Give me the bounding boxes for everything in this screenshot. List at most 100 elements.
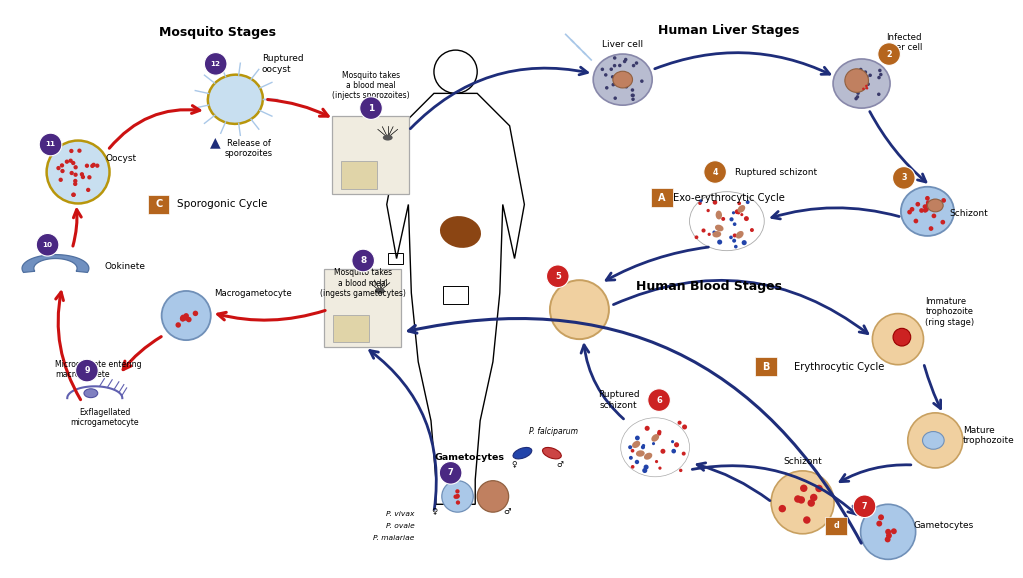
Circle shape bbox=[807, 499, 815, 507]
Circle shape bbox=[713, 200, 717, 205]
Ellipse shape bbox=[736, 231, 744, 239]
Ellipse shape bbox=[833, 59, 890, 108]
Circle shape bbox=[629, 456, 633, 460]
Circle shape bbox=[81, 175, 85, 179]
Circle shape bbox=[640, 79, 643, 83]
Circle shape bbox=[78, 149, 82, 153]
Circle shape bbox=[612, 83, 615, 87]
Circle shape bbox=[856, 87, 859, 90]
Circle shape bbox=[73, 179, 78, 183]
Circle shape bbox=[732, 239, 737, 243]
Circle shape bbox=[661, 449, 665, 454]
Circle shape bbox=[180, 316, 185, 321]
Circle shape bbox=[613, 56, 617, 60]
Circle shape bbox=[932, 213, 936, 218]
Circle shape bbox=[891, 528, 897, 534]
Text: 10: 10 bbox=[43, 242, 52, 248]
Circle shape bbox=[644, 426, 650, 431]
Ellipse shape bbox=[928, 199, 943, 212]
Circle shape bbox=[671, 440, 674, 443]
Circle shape bbox=[186, 317, 191, 323]
Text: Oocyst: Oocyst bbox=[105, 154, 137, 163]
Circle shape bbox=[735, 209, 740, 214]
Ellipse shape bbox=[613, 71, 632, 88]
Circle shape bbox=[845, 69, 869, 92]
Text: 2: 2 bbox=[886, 50, 892, 58]
Circle shape bbox=[442, 481, 474, 512]
Circle shape bbox=[859, 87, 863, 91]
Text: Ruptured
schizont: Ruptured schizont bbox=[597, 390, 639, 410]
Ellipse shape bbox=[636, 450, 644, 457]
Circle shape bbox=[623, 81, 626, 84]
Circle shape bbox=[630, 94, 634, 97]
Ellipse shape bbox=[542, 447, 562, 459]
Circle shape bbox=[909, 207, 915, 212]
Text: Schizont: Schizont bbox=[784, 457, 821, 465]
Circle shape bbox=[682, 424, 687, 429]
Text: 6: 6 bbox=[656, 395, 662, 405]
Text: Exflagellated
microgametocyte: Exflagellated microgametocyte bbox=[71, 408, 139, 428]
Circle shape bbox=[618, 64, 622, 67]
Text: Mature
trophozoite: Mature trophozoite bbox=[963, 426, 1015, 445]
Circle shape bbox=[865, 75, 869, 79]
Circle shape bbox=[610, 68, 613, 71]
Circle shape bbox=[750, 228, 754, 232]
Circle shape bbox=[746, 200, 750, 204]
Text: P. ovale: P. ovale bbox=[386, 523, 414, 529]
Text: ♂: ♂ bbox=[557, 461, 564, 469]
Circle shape bbox=[892, 166, 916, 189]
Circle shape bbox=[677, 421, 681, 425]
Ellipse shape bbox=[84, 389, 98, 398]
Text: Human Liver Stages: Human Liver Stages bbox=[658, 24, 800, 37]
Circle shape bbox=[632, 64, 635, 68]
Circle shape bbox=[741, 213, 744, 216]
Ellipse shape bbox=[901, 187, 954, 236]
Circle shape bbox=[59, 163, 64, 168]
Circle shape bbox=[619, 75, 623, 79]
Circle shape bbox=[879, 73, 883, 76]
Circle shape bbox=[183, 313, 189, 318]
Text: Immature
trophozoite
(ring stage): Immature trophozoite (ring stage) bbox=[926, 297, 975, 327]
Circle shape bbox=[183, 315, 189, 321]
Circle shape bbox=[546, 265, 569, 287]
Circle shape bbox=[854, 97, 858, 101]
Circle shape bbox=[815, 485, 822, 492]
Circle shape bbox=[681, 451, 685, 455]
Circle shape bbox=[47, 140, 109, 203]
Text: 7: 7 bbox=[861, 502, 868, 511]
Circle shape bbox=[456, 501, 460, 505]
FancyBboxPatch shape bbox=[652, 188, 673, 207]
Circle shape bbox=[630, 449, 634, 453]
Circle shape bbox=[916, 202, 920, 206]
Circle shape bbox=[861, 83, 865, 86]
Circle shape bbox=[798, 496, 805, 503]
Circle shape bbox=[605, 86, 609, 90]
Circle shape bbox=[771, 471, 834, 534]
Circle shape bbox=[859, 80, 862, 84]
Circle shape bbox=[878, 76, 881, 79]
Circle shape bbox=[641, 444, 646, 447]
Text: Ruptured
oocyst: Ruptured oocyst bbox=[262, 54, 304, 73]
Circle shape bbox=[866, 83, 870, 86]
Circle shape bbox=[878, 514, 884, 520]
Text: ♂: ♂ bbox=[503, 507, 510, 516]
Circle shape bbox=[803, 516, 810, 524]
Circle shape bbox=[869, 73, 872, 77]
Circle shape bbox=[914, 218, 919, 223]
Circle shape bbox=[704, 161, 726, 183]
Circle shape bbox=[810, 494, 817, 501]
Circle shape bbox=[729, 236, 732, 239]
Circle shape bbox=[729, 217, 733, 221]
Circle shape bbox=[455, 489, 459, 494]
Circle shape bbox=[907, 210, 911, 214]
Circle shape bbox=[87, 175, 91, 179]
Circle shape bbox=[613, 82, 617, 86]
Ellipse shape bbox=[738, 205, 745, 213]
FancyBboxPatch shape bbox=[148, 195, 170, 214]
Circle shape bbox=[70, 149, 74, 153]
Circle shape bbox=[628, 445, 632, 449]
Text: d: d bbox=[833, 521, 839, 531]
Circle shape bbox=[800, 484, 807, 492]
Circle shape bbox=[659, 466, 662, 470]
Circle shape bbox=[862, 87, 864, 90]
